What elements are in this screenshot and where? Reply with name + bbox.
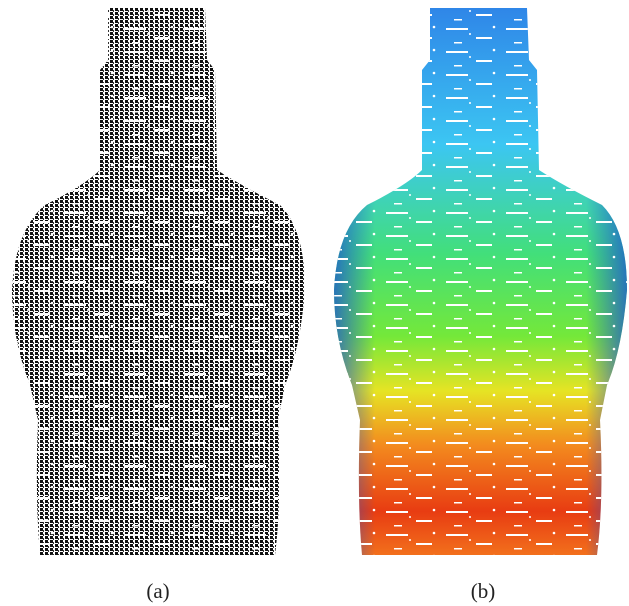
figure: (a) (b) — [0, 0, 629, 606]
panel-label: (a) — [146, 579, 169, 603]
panel-b-pointcloud — [334, 8, 627, 555]
panel-label: (b) — [471, 579, 496, 603]
panel-a-pointcloud — [12, 8, 305, 555]
